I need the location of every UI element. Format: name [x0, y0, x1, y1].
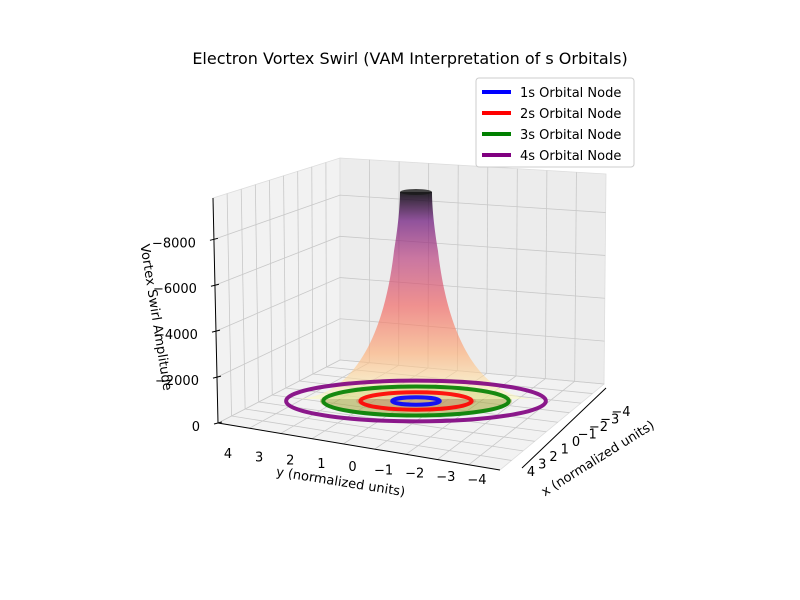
y-tick-label: 4	[224, 447, 232, 462]
y-tick-label: −1	[374, 463, 393, 478]
x-tick-label: −3	[600, 413, 619, 428]
z-tick-label: 0	[192, 420, 200, 435]
x-tick-label: −4	[611, 405, 630, 420]
legend-items: 1s Orbital Node 2s Orbital Node 3s Orbital…	[482, 86, 621, 164]
vortex-cap	[400, 189, 432, 195]
floor-grid-line	[249, 362, 370, 429]
orbital-node-ring	[358, 390, 474, 412]
z-tick-mark	[211, 329, 221, 333]
vortex-surface	[298, 189, 534, 417]
y-tick-label: 1	[317, 457, 325, 472]
z-level-grid-line	[213, 194, 606, 240]
wall-grid-line	[283, 175, 287, 389]
x-tick-label: −2	[589, 420, 608, 435]
legend-label: 4s Orbital Node	[520, 149, 621, 164]
orbital-node-ring	[284, 378, 548, 424]
z-tick-mark	[209, 237, 219, 241]
floor-grid-line	[231, 415, 512, 461]
y-tick-label: 0	[348, 460, 356, 475]
z-tick-mark	[210, 283, 220, 287]
wall-grid-line	[486, 166, 489, 374]
x-tick-label: −1	[578, 428, 597, 443]
y-axis-line	[217, 422, 501, 471]
x-axis-line	[521, 387, 607, 469]
legend-box	[475, 77, 635, 168]
wall-grid-line	[269, 180, 273, 396]
wall-grid-line	[515, 168, 518, 377]
z-level-grid-line	[214, 235, 606, 286]
x-tick-label: 0	[572, 435, 580, 450]
orbital-node-rings	[284, 378, 548, 424]
z-tick-mark	[212, 375, 222, 379]
wall-grid-line	[311, 166, 314, 375]
wall-grid-line	[325, 162, 327, 368]
floor-grid-line	[468, 381, 575, 466]
z-axis-label: Vortex Swirl Amplitude	[136, 243, 174, 392]
y-tick-label: −4	[467, 473, 486, 488]
wall-grid-line	[297, 171, 300, 382]
wall-grid-line	[544, 170, 548, 379]
x-tick-label: 3	[538, 458, 546, 473]
wall-grid-line	[240, 189, 246, 410]
y-tick-label: −3	[436, 470, 455, 485]
floor-grid-line	[245, 408, 524, 452]
vortex-peak	[298, 192, 534, 399]
z-axis-ticks: 0 −2000 −4000 −6000 −8000	[152, 236, 223, 435]
z-axis-line	[212, 197, 219, 424]
z-level-grid-line	[217, 359, 605, 424]
x-axis-ticks: 4 3 2 1 0−1−2−3−4	[527, 405, 631, 480]
z-tick-label: −2000	[155, 374, 199, 389]
orbital-node-ring	[321, 384, 511, 418]
y-tick-label: 2	[286, 454, 294, 469]
legend-label: 2s Orbital Node	[520, 107, 621, 122]
legend-label: 1s Orbital Node	[520, 86, 621, 101]
x-tick-label: 4	[527, 465, 535, 480]
y-tick-label: 3	[255, 450, 263, 465]
wall-grid-line	[254, 184, 260, 403]
legend: 1s Orbital Node 2s Orbital Node 3s Orbital…	[475, 77, 635, 168]
z-tick-label: −4000	[154, 328, 198, 343]
z-level-grid-line	[216, 318, 605, 378]
x-tick-label: 1	[561, 443, 569, 458]
chart-title: Electron Vortex Swirl (VAM Interpretatio…	[192, 49, 627, 68]
y-tick-label: −2	[405, 467, 424, 482]
x-tick-label: 2	[549, 450, 557, 465]
wall-grid-line	[226, 193, 232, 417]
z-tick-label: −6000	[153, 282, 197, 297]
z-tick-label: −8000	[152, 236, 196, 251]
z-level-grid-line	[215, 277, 605, 332]
orbital-node-ring	[390, 395, 442, 407]
legend-label: 3s Orbital Node	[520, 128, 621, 143]
y-axis-ticks: 4 3 2 1 0 −1 −2 −3 −4	[224, 447, 487, 488]
wall-grid-line	[574, 172, 577, 382]
